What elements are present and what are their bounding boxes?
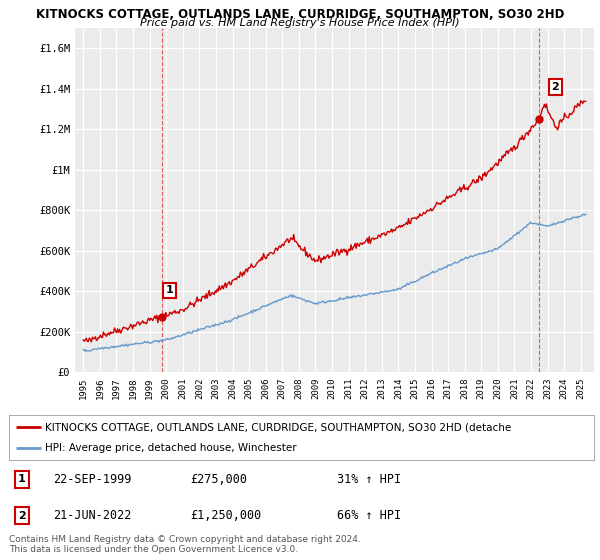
Text: Contains HM Land Registry data © Crown copyright and database right 2024.
This d: Contains HM Land Registry data © Crown c… — [9, 535, 361, 554]
Text: 31% ↑ HPI: 31% ↑ HPI — [337, 473, 401, 486]
Text: 1: 1 — [166, 286, 174, 295]
Text: £1,250,000: £1,250,000 — [190, 509, 262, 522]
Text: 2: 2 — [551, 82, 559, 92]
Text: 21-JUN-2022: 21-JUN-2022 — [53, 509, 131, 522]
Text: KITNOCKS COTTAGE, OUTLANDS LANE, CURDRIDGE, SOUTHAMPTON, SO30 2HD (detache: KITNOCKS COTTAGE, OUTLANDS LANE, CURDRID… — [45, 422, 512, 432]
Text: 22-SEP-1999: 22-SEP-1999 — [53, 473, 131, 486]
Text: Price paid vs. HM Land Registry's House Price Index (HPI): Price paid vs. HM Land Registry's House … — [140, 18, 460, 29]
Text: 66% ↑ HPI: 66% ↑ HPI — [337, 509, 401, 522]
Text: 2: 2 — [18, 511, 26, 521]
Text: 1: 1 — [18, 474, 26, 484]
Text: £275,000: £275,000 — [190, 473, 247, 486]
Text: HPI: Average price, detached house, Winchester: HPI: Average price, detached house, Winc… — [45, 443, 297, 453]
Text: KITNOCKS COTTAGE, OUTLANDS LANE, CURDRIDGE, SOUTHAMPTON, SO30 2HD: KITNOCKS COTTAGE, OUTLANDS LANE, CURDRID… — [36, 8, 564, 21]
